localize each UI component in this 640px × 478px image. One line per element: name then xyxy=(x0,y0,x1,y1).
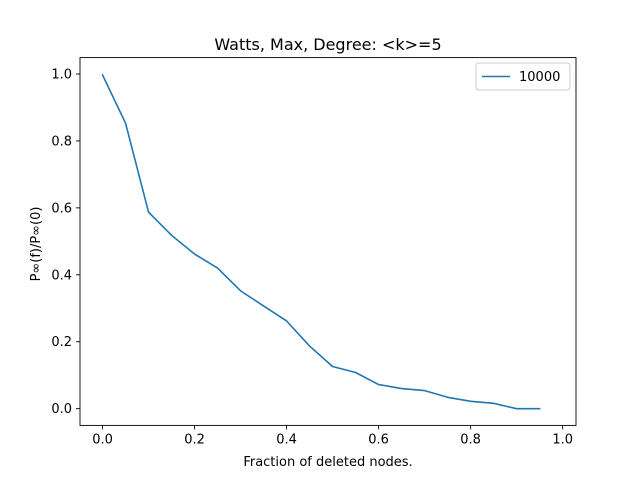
x-tick-label: 0.8 xyxy=(460,432,481,447)
x-tick-label: 0.6 xyxy=(368,432,389,447)
legend-box xyxy=(475,62,571,91)
x-tick-label: 1.0 xyxy=(552,432,573,447)
y-axis-label: P∞(f)/P∞(0) xyxy=(29,207,44,282)
y-tick-label: 0.8 xyxy=(51,134,72,149)
x-axis-label: Fraction of deleted nodes. xyxy=(243,455,412,470)
x-tick-label: 0.0 xyxy=(92,432,113,447)
series-line-0 xyxy=(101,73,541,410)
plot-area: 0.0 0.2 0.4 0.6 0.8 1.0 0.0 0.2 0.4 0.6 0.8 1.0 1000… xyxy=(51,57,577,447)
legend: 10000 xyxy=(475,62,571,91)
legend-label: 10000 xyxy=(519,70,560,85)
y-tick-label: 0.6 xyxy=(51,201,72,216)
y-tick-label: 0.2 xyxy=(51,335,72,350)
y-tick-label: 0.4 xyxy=(51,268,72,283)
chart-title: Watts, Max, Degree: <k>=5 xyxy=(214,35,441,54)
x-tick-label: 0.2 xyxy=(184,432,205,447)
y-tick-label: 1.0 xyxy=(51,67,72,82)
x-tick-label: 0.4 xyxy=(276,432,297,447)
y-tick-label: 0.0 xyxy=(51,402,72,417)
axes-frame xyxy=(79,57,577,426)
